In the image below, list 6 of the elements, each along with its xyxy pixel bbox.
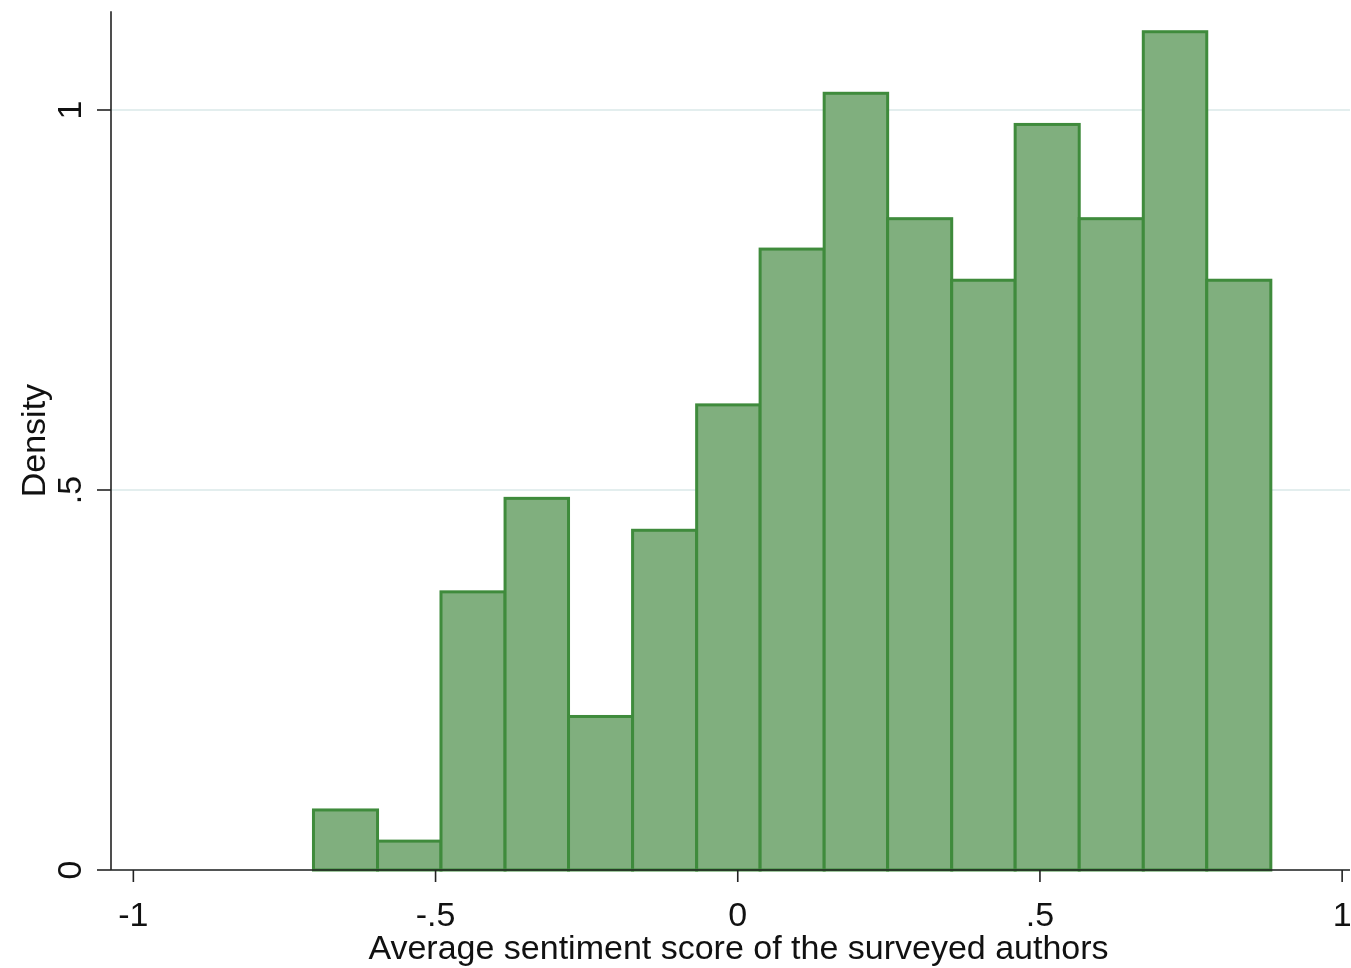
y-axis-title: Density <box>14 383 52 498</box>
x-tick-label: -1 <box>118 895 149 933</box>
y-tick-label: 0 <box>50 860 88 880</box>
x-tick-label: 1 <box>1332 895 1351 933</box>
y-tick-label: .5 <box>50 475 88 505</box>
y-tick-label: 1 <box>50 100 88 120</box>
